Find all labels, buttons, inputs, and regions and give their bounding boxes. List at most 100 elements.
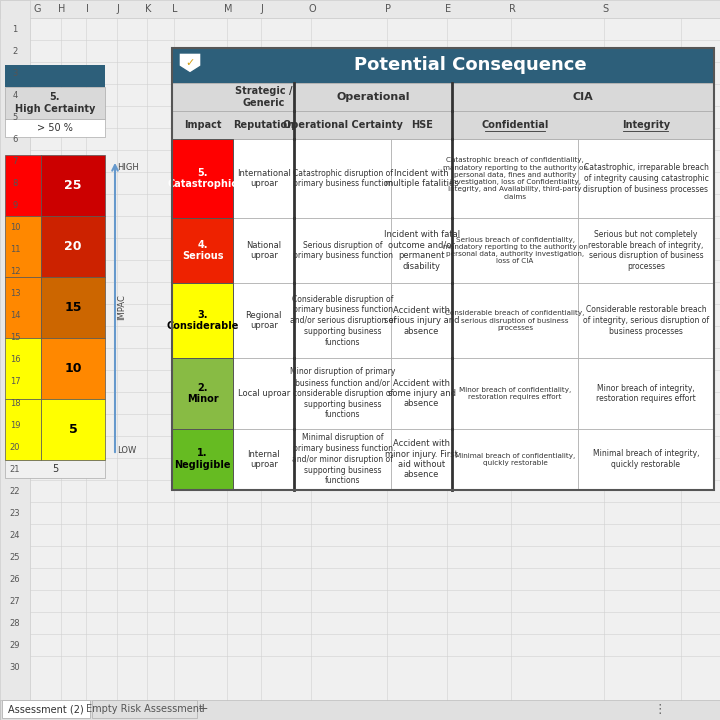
FancyBboxPatch shape	[578, 111, 714, 139]
Text: 11: 11	[10, 245, 20, 253]
Text: G: G	[33, 4, 41, 14]
FancyBboxPatch shape	[391, 139, 452, 218]
Text: Strategic /
Generic: Strategic / Generic	[235, 86, 292, 108]
FancyBboxPatch shape	[41, 155, 105, 216]
Text: 2: 2	[12, 47, 17, 55]
Text: 9: 9	[12, 200, 17, 210]
FancyBboxPatch shape	[294, 111, 391, 139]
FancyBboxPatch shape	[5, 399, 41, 460]
Text: H: H	[58, 4, 66, 14]
Text: LOW: LOW	[117, 446, 136, 455]
Text: Considerable breach of confidentiality,
serious disruption of business
processes: Considerable breach of confidentiality, …	[446, 310, 585, 331]
FancyBboxPatch shape	[391, 359, 452, 428]
Text: IMPAC: IMPAC	[117, 294, 126, 320]
Text: National
uproar: National uproar	[246, 240, 282, 260]
FancyBboxPatch shape	[294, 283, 391, 359]
Text: 30: 30	[9, 662, 20, 672]
Text: 25: 25	[64, 179, 82, 192]
FancyBboxPatch shape	[452, 283, 578, 359]
Text: 23: 23	[9, 508, 20, 518]
Text: 6: 6	[12, 135, 18, 143]
FancyBboxPatch shape	[294, 139, 391, 218]
Text: Confidential: Confidential	[482, 120, 549, 130]
Text: Local uproar: Local uproar	[238, 389, 290, 398]
Text: Operational: Operational	[337, 92, 410, 102]
FancyBboxPatch shape	[5, 277, 41, 338]
Text: 24: 24	[10, 531, 20, 539]
FancyBboxPatch shape	[172, 48, 714, 83]
Text: Minimal breach of confidentiality,
quickly restorable: Minimal breach of confidentiality, quick…	[455, 453, 575, 466]
Text: > 50 %: > 50 %	[37, 123, 73, 133]
Text: 26: 26	[9, 575, 20, 583]
FancyBboxPatch shape	[391, 111, 452, 139]
Text: Catastrophic breach of confidentiality,
mandatory reporting to the authority on
: Catastrophic breach of confidentiality, …	[443, 158, 588, 199]
FancyBboxPatch shape	[5, 216, 41, 277]
Text: Operational Certainty: Operational Certainty	[283, 120, 402, 130]
Text: Minor breach of integrity,
restoration requires effort: Minor breach of integrity, restoration r…	[596, 384, 696, 403]
Text: 12: 12	[10, 266, 20, 276]
FancyBboxPatch shape	[5, 87, 105, 119]
FancyBboxPatch shape	[294, 359, 391, 428]
Text: K: K	[145, 4, 151, 14]
Text: 10: 10	[64, 362, 82, 375]
Text: Integrity: Integrity	[622, 120, 670, 130]
FancyBboxPatch shape	[172, 111, 233, 139]
FancyBboxPatch shape	[233, 428, 294, 490]
FancyBboxPatch shape	[0, 700, 720, 720]
FancyBboxPatch shape	[0, 0, 720, 18]
Text: Regional
uproar: Regional uproar	[246, 311, 282, 330]
Text: International
uproar: International uproar	[237, 168, 291, 188]
FancyBboxPatch shape	[578, 218, 714, 283]
Text: O: O	[308, 4, 316, 14]
Text: 5.
Catastrophic: 5. Catastrophic	[168, 168, 238, 189]
FancyBboxPatch shape	[294, 83, 452, 111]
FancyBboxPatch shape	[172, 139, 233, 218]
FancyBboxPatch shape	[294, 218, 391, 283]
FancyBboxPatch shape	[172, 359, 233, 428]
FancyBboxPatch shape	[172, 428, 233, 490]
Text: 14: 14	[10, 310, 20, 320]
Text: Reputation: Reputation	[233, 120, 294, 130]
Text: R: R	[508, 4, 516, 14]
Text: 10: 10	[10, 222, 20, 232]
Text: Minor breach of confidentiality,
restoration requires effort: Minor breach of confidentiality, restora…	[459, 387, 571, 400]
FancyBboxPatch shape	[172, 283, 233, 359]
FancyBboxPatch shape	[233, 83, 294, 111]
Text: Minimal disruption of
primary business function
and/or minor disruption of
suppo: Minimal disruption of primary business f…	[292, 433, 393, 485]
FancyBboxPatch shape	[233, 111, 294, 139]
Text: P: P	[385, 4, 391, 14]
FancyBboxPatch shape	[41, 277, 105, 338]
FancyBboxPatch shape	[452, 139, 578, 218]
Text: Accident with
minor injury. First
aid without
absence: Accident with minor injury. First aid wi…	[385, 439, 458, 480]
Text: Potential Consequence: Potential Consequence	[354, 56, 586, 74]
Text: 29: 29	[10, 641, 20, 649]
Text: 21: 21	[10, 464, 20, 474]
Text: ⋮: ⋮	[654, 703, 666, 716]
Text: 5.
High Certainty: 5. High Certainty	[15, 92, 95, 114]
FancyBboxPatch shape	[233, 283, 294, 359]
Text: Accident with
serious injury and
absence: Accident with serious injury and absence	[384, 306, 459, 336]
FancyBboxPatch shape	[2, 700, 90, 718]
Text: Impact: Impact	[184, 120, 221, 130]
Text: Assessment (2): Assessment (2)	[8, 704, 84, 714]
FancyBboxPatch shape	[452, 218, 578, 283]
Text: Minor disruption of primary
business function and/or
considerable disruption of
: Minor disruption of primary business fun…	[290, 367, 395, 420]
FancyBboxPatch shape	[172, 111, 714, 139]
Text: 16: 16	[9, 354, 20, 364]
Text: 20: 20	[10, 443, 20, 451]
Text: 8: 8	[12, 179, 18, 187]
Text: 5: 5	[52, 464, 58, 474]
Text: Catastrophic, irreparable breach
of integrity causing catastrophic
disruption of: Catastrophic, irreparable breach of inte…	[583, 163, 708, 194]
Text: Considerable restorable breach
of integrity, serious disruption of
business proc: Considerable restorable breach of integr…	[583, 305, 709, 336]
Text: M: M	[224, 4, 233, 14]
FancyBboxPatch shape	[233, 359, 294, 428]
Text: 2.
Minor: 2. Minor	[186, 382, 218, 404]
FancyBboxPatch shape	[391, 218, 452, 283]
FancyBboxPatch shape	[578, 428, 714, 490]
Text: HIGH: HIGH	[117, 163, 139, 172]
FancyBboxPatch shape	[5, 460, 105, 478]
Text: 4.
Serious: 4. Serious	[182, 240, 223, 261]
Polygon shape	[179, 53, 201, 73]
FancyBboxPatch shape	[452, 359, 578, 428]
FancyBboxPatch shape	[578, 283, 714, 359]
